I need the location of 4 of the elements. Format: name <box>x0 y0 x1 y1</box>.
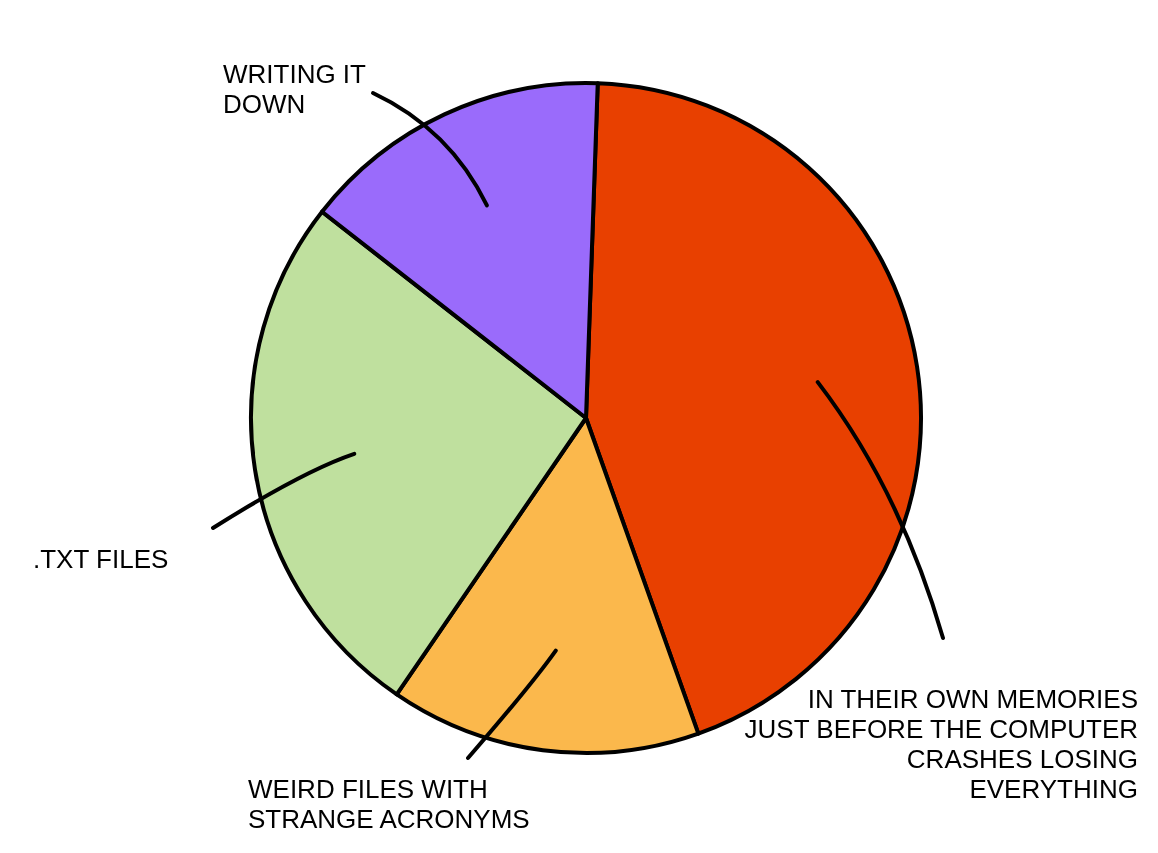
slice-label: IN THEIR OWN MEMORIES JUST BEFORE THE COMPUTER CRASHES LOSING EVERYTHING <box>744 684 1138 804</box>
slice-label: WRITING IT DOWN <box>223 59 367 119</box>
slice-label: .TXT FILES <box>33 544 169 574</box>
slice-label: WEIRD FILES WITH STRANGE ACRONYMS <box>248 774 530 834</box>
